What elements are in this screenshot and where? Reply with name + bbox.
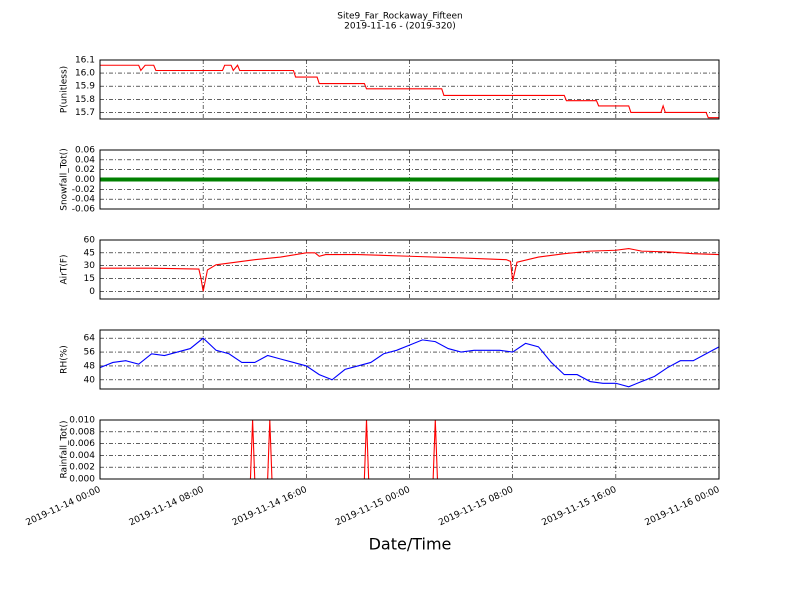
y-tick-label: 30 [84,261,96,271]
y-tick-label: 40 [84,375,96,385]
y-tick-label: 56 [84,348,96,358]
y-axis-label: AirT(F) [60,254,70,284]
y-tick-label: 15.9 [75,82,95,92]
y-axis-label: P(unitless) [60,66,70,113]
x-tick-label: 2019-11-15 00:00 [334,485,412,528]
y-axis-label: RH(%) [60,345,70,374]
y-axis-label: Rainfall_Tot() [60,421,70,479]
y-tick-label: 0.010 [69,416,95,426]
y-tick-label: 0.008 [69,427,95,437]
y-tick-label: -0.06 [72,205,96,215]
x-tick-label: 2019-11-15 16:00 [540,485,618,528]
y-tick-label: 60 [84,236,96,246]
y-tick-label: 0.04 [75,155,95,165]
y-tick-label: 0.06 [75,146,95,156]
x-tick-label: 2019-11-14 00:00 [25,485,103,528]
y-tick-label: 45 [84,248,95,258]
data-line [99,337,720,388]
y-tick-label: 64 [84,334,96,344]
y-tick-label: 16.1 [75,56,95,66]
x-tick-label: 2019-11-16 00:00 [644,485,722,528]
y-tick-label: 0.006 [69,439,95,449]
y-tick-label: 0.00 [75,175,95,185]
plot-frame [99,149,720,210]
plot-frame [99,59,720,120]
y-tick-label: 0.02 [75,165,95,175]
data-line [100,247,720,292]
plot-frame [99,419,720,480]
y-tick-label: 15.8 [75,95,95,105]
x-axis-label: Date/Time [369,535,452,554]
y-tick-label: 0 [89,287,95,297]
figure-subtitle: 2019-11-16 - (2019-320) [344,22,456,32]
x-tick-label: 2019-11-14 08:00 [128,485,206,528]
plot-frame [99,239,720,300]
y-tick-label: -0.04 [72,195,96,205]
x-tick-label: 2019-11-15 08:00 [437,485,515,528]
x-tick-label: 2019-11-14 16:00 [231,485,309,528]
y-tick-label: 15 [84,274,95,284]
y-axis-label: Snowfall_Tot() [60,148,70,211]
y-tick-label: 48 [84,361,96,371]
data-line [100,64,719,119]
figure-title: Site9_Far_Rockaway_Fifteen [337,12,463,22]
y-tick-label: 0.000 [69,475,95,485]
plot-frame [99,329,720,390]
y-tick-label: 15.7 [75,108,95,118]
y-tick-label: 0.002 [69,463,95,473]
y-tick-label: 0.004 [69,451,95,461]
y-tick-label: -0.02 [72,185,95,195]
y-tick-label: 16.0 [75,69,95,79]
